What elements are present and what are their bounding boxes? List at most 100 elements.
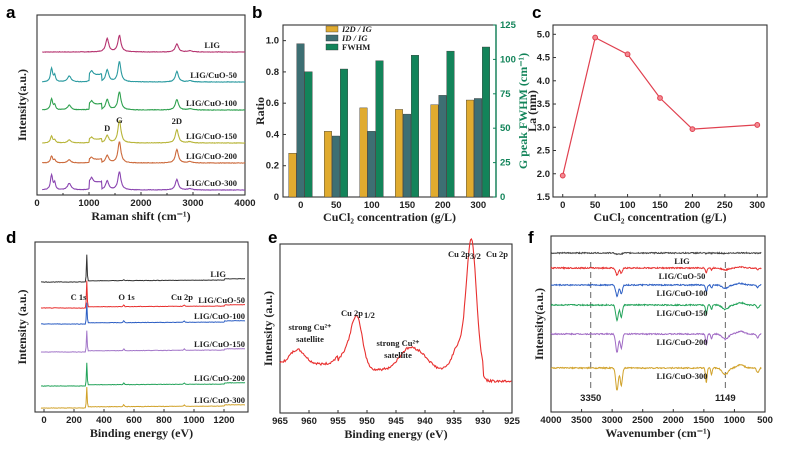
panel-c-xtick-label: 100 — [620, 200, 636, 211]
panel-a-legend-3: LIG/CuO-150 — [186, 131, 237, 141]
panel-a-series-4 — [41, 141, 246, 164]
panel-c-point-4 — [689, 126, 696, 133]
panel-d-frame — [34, 241, 249, 413]
panel-f-series-5 — [550, 363, 762, 391]
panel-f-refline-label-0: 3350 — [580, 393, 601, 404]
panel-b-ytick-label: 0.8 — [266, 67, 279, 78]
panel-f-series-4 — [550, 330, 762, 354]
panel-b-bar-1-3 — [403, 113, 411, 198]
panel-d-legend-1: LIG/CuO-50 — [198, 295, 245, 305]
panel-d-annot-cu2p: Cu 2p — [171, 292, 193, 302]
panel-d-legend-5: LIG/CuO-300 — [194, 395, 245, 405]
panel-d-annot-c1s: C 1s — [71, 292, 88, 302]
panel-b-frame — [282, 24, 497, 198]
panel-d-annot-o1s: O 1s — [118, 292, 135, 302]
panel-b-xlabel: CuCl₂ concentration (g/L) — [323, 210, 456, 224]
panel-c-xtick-label: 300 — [749, 200, 765, 211]
panel-f-ylabel: Intensity(a.u.) — [532, 288, 546, 360]
panel-b-bar-0-5 — [466, 99, 474, 198]
panel-f-xtick-label: 2500 — [632, 415, 653, 426]
panel-c-frame — [552, 24, 768, 198]
panel-a-xlabel: Raman shift (cm⁻¹) — [91, 209, 190, 223]
panel-e-xtick-label: 940 — [417, 416, 433, 427]
panel-d-xtick-label: 0 — [41, 415, 46, 426]
panel-e-xtick-label: 935 — [446, 416, 463, 427]
panel-b-ylabel: Ratio — [253, 97, 267, 125]
panel-e-title: Cu 2p — [486, 249, 508, 259]
panel-d-xtick-label: 1000 — [183, 415, 204, 426]
panel-b-bar-2-2 — [375, 60, 384, 198]
panel-f-xtick-label: 3500 — [571, 415, 592, 426]
panel-d-legend-3: LIG/CuO-150 — [194, 339, 245, 349]
panel-a-xtick-label: 4000 — [234, 198, 255, 209]
panel-a-series-1 — [41, 61, 246, 83]
panel-a-legend-1: LIG/CuO-50 — [190, 70, 237, 80]
panel-b-ytick-right-label: 100 — [500, 54, 516, 65]
panel-b-ytick-label: 0.6 — [266, 98, 279, 109]
panel-b-legend-1: ID / IG — [341, 33, 368, 43]
panel-f-series-0 — [551, 251, 762, 256]
panel-e-annot-cu2p3: Cu 2p — [448, 249, 470, 259]
panel-f-series-2 — [550, 282, 762, 298]
panel-b-ytick-right-label: 0 — [500, 192, 505, 203]
panel-e-xtick-label: 925 — [504, 416, 521, 427]
panel-f-legend-4: LIG/CuO-200 — [656, 337, 707, 347]
panel-d-legend-4: LIG/CuO-200 — [194, 373, 245, 383]
panel-b-xtick-label: 200 — [435, 200, 451, 211]
panel-b-ytick-right-label: 125 — [500, 20, 517, 31]
panel-f-legend-1: LIG/CuO-50 — [659, 271, 706, 281]
panel-b-xtick-label: 50 — [331, 200, 342, 211]
panel-c-xlabel: CuCl₂ concentration (g/L) — [594, 210, 727, 224]
panel-b-ytick-right-label: 25 — [500, 158, 511, 169]
panel-d-series-5 — [40, 386, 245, 409]
panel-b-ytick-right-label: 50 — [500, 123, 511, 134]
panel-a-annot-D: D — [104, 123, 110, 133]
panel-f-frame — [550, 235, 766, 413]
panel-f-xtick-label: 1000 — [724, 415, 745, 426]
panel-e-annot-sat2b: satellite — [384, 350, 412, 360]
panel-b-bar-0-3 — [395, 109, 403, 198]
panel-f-refline-label-1: 1149 — [715, 393, 736, 404]
panel-a-ylabel: Intensity(a.u.) — [15, 69, 29, 141]
panel-c-xtick-label: 50 — [590, 200, 601, 211]
panel-f-legend-3: LIG/CuO-150 — [656, 308, 707, 318]
panel-d-xlabel: Binding energy (eV) — [90, 426, 193, 440]
panel-e-ylabel: Intensity (a.u.) — [261, 291, 275, 366]
panel-b-ytick-label: 0 — [274, 192, 279, 203]
panel-f-xlabel: Wavenumber (cm⁻¹) — [605, 426, 710, 440]
panel-b-bar-1-2 — [367, 131, 376, 198]
panel-d-series-0 — [41, 254, 246, 283]
panel-c-ytick-label: 4.5 — [537, 53, 551, 64]
panel-d-xtick-label: 400 — [96, 415, 112, 426]
panel-a-series-5 — [41, 171, 246, 191]
panel-b-bar-0-0 — [288, 153, 297, 198]
panel-b-legend-2: FWHM — [342, 42, 370, 52]
panel-b-bar-2-1 — [340, 68, 348, 198]
panel-d-legend-0: LIG — [210, 269, 226, 279]
panel-f-xtick-label: 2000 — [663, 415, 684, 426]
panel-b-bar-0-2 — [359, 107, 368, 198]
panel-e-annot-sat1b: satellite — [296, 334, 324, 344]
panel-b-bar-1-1 — [332, 135, 340, 198]
panel-e-annot-cu2p1: Cu 2p — [341, 308, 363, 318]
panel-a-annot-2D: 2D — [172, 116, 182, 126]
panel-e-xtick-label: 945 — [388, 416, 405, 427]
panel-a-legend-2: LIG/CuO-100 — [186, 98, 237, 108]
panel-d-series-1 — [40, 280, 245, 309]
panel-b-bar-0-1 — [324, 131, 332, 198]
panel-d-label: d — [6, 228, 16, 247]
panel-f-xtick-label: 1500 — [693, 415, 714, 426]
panel-c-ytick-label: 5.0 — [537, 29, 550, 40]
panel-e-label: e — [268, 228, 277, 247]
panel-d-ylabel: Intensity (a.u.) — [15, 289, 29, 364]
panel-c-xtick-label: 150 — [652, 200, 668, 211]
panel-a-label: a — [6, 3, 16, 22]
panel-b-legend-swatch-0 — [325, 25, 339, 33]
panel-c-line — [562, 36, 758, 176]
panel-c-point-3 — [657, 95, 663, 101]
panel-b-bar-2-3 — [411, 55, 419, 198]
panel-b-bar-1-0 — [296, 43, 305, 198]
panel-e-xtick-label: 965 — [272, 416, 289, 427]
panel-e-xtick-label: 950 — [359, 416, 375, 427]
panel-a-series-0 — [42, 34, 245, 53]
